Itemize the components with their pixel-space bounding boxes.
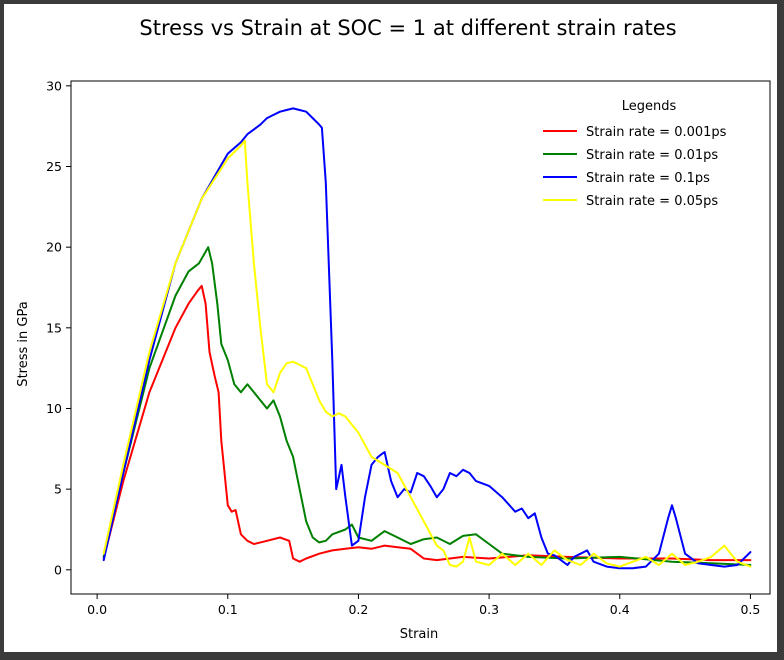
series-line-1 [102, 284, 752, 563]
y-tick-label: 10 [46, 401, 62, 416]
y-tick-label: 25 [46, 159, 62, 174]
legend-title: Legends [622, 99, 677, 114]
legend-label: Strain rate = 0.01ps [586, 148, 718, 163]
y-tick-label: 20 [46, 240, 62, 255]
x-tick-label: 0.0 [87, 602, 107, 617]
y-axis-label: Stress in GPa [16, 301, 31, 386]
x-axis-ticks: 0.0 0.1 0.2 0.3 0.4 0.5 [87, 594, 760, 617]
series-line-2 [102, 246, 752, 566]
legend-label: Strain rate = 0.1ps [586, 171, 710, 186]
chart-frame: Stress vs Strain at SOC = 1 at different… [4, 4, 777, 652]
x-tick-label: 0.4 [610, 602, 630, 617]
series-layer [102, 107, 752, 570]
stress-strain-chart: Stress vs Strain at SOC = 1 at different… [16, 16, 771, 642]
y-tick-label: 0 [54, 562, 62, 577]
y-tick-label: 30 [46, 78, 62, 93]
plot-area-frame [70, 80, 771, 595]
legend-items: Strain rate = 0.001ps Strain rate = 0.01p… [543, 125, 727, 209]
x-tick-label: 0.1 [218, 602, 238, 617]
series-line-4 [102, 139, 752, 568]
legend-label: Strain rate = 0.001ps [586, 125, 727, 140]
legend-label: Strain rate = 0.05ps [586, 194, 718, 209]
chart-title: Stress vs Strain at SOC = 1 at different… [139, 16, 676, 40]
y-axis-ticks: 0 5 10 15 20 25 30 [46, 78, 71, 577]
y-tick-label: 15 [46, 320, 62, 335]
series-line-3 [102, 107, 752, 570]
x-tick-label: 0.2 [348, 602, 368, 617]
y-tick-label: 5 [54, 482, 62, 497]
x-axis-label: Strain [400, 627, 439, 642]
x-tick-label: 0.3 [479, 602, 499, 617]
x-tick-label: 0.5 [740, 602, 760, 617]
